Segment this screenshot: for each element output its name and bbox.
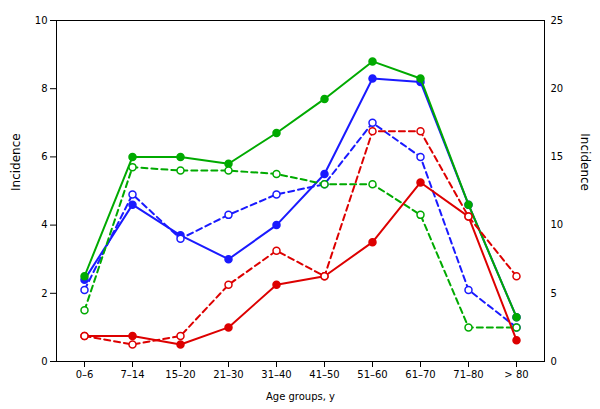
svg-text:7–14: 7–14 [120,369,144,380]
svg-text:5: 5 [551,288,557,299]
svg-text:6: 6 [41,151,47,162]
svg-text:21–30: 21–30 [213,369,243,380]
svg-text:Incidence: Incidence [578,133,592,191]
svg-text:51–60: 51–60 [357,369,387,380]
svg-text:31–40: 31–40 [261,369,291,380]
svg-text:4: 4 [41,219,47,230]
svg-text:15: 15 [551,151,564,162]
svg-text:0: 0 [551,356,557,367]
svg-text:41–50: 41–50 [309,369,339,380]
svg-text:Incidence: Incidence [9,133,23,191]
svg-text:25: 25 [551,15,564,26]
svg-text:0: 0 [41,356,47,367]
svg-text:10: 10 [551,219,564,230]
svg-text:0–6: 0–6 [76,369,94,380]
svg-text:> 80: > 80 [504,369,528,380]
svg-text:61–70: 61–70 [405,369,435,380]
svg-text:20: 20 [551,83,564,94]
svg-text:71–80: 71–80 [453,369,483,380]
svg-text:15–20: 15–20 [165,369,195,380]
svg-text:2: 2 [41,288,47,299]
svg-text:8: 8 [41,83,47,94]
svg-text:10: 10 [35,15,48,26]
svg-text:Age groups, y: Age groups, y [266,391,335,402]
